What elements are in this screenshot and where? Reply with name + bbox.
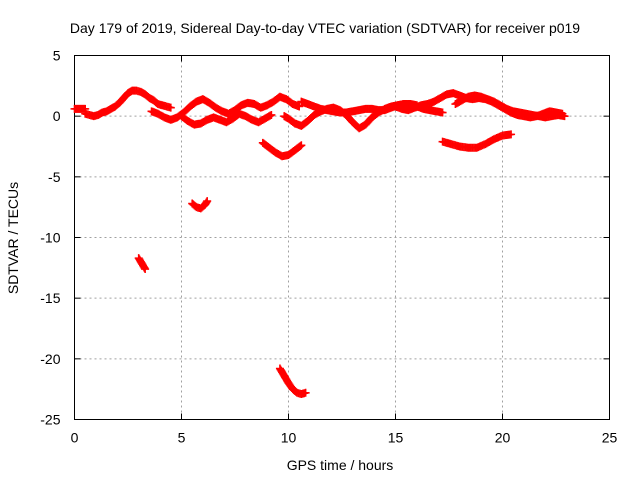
x-tick-label: 10 (281, 430, 297, 446)
series-arc-3 (147, 92, 304, 124)
y-tick-label: -15 (40, 290, 60, 306)
series-arc-8 (451, 91, 569, 122)
series-arc-2 (81, 86, 175, 121)
data-point (507, 130, 516, 139)
chart-title: Day 179 of 2019, Sidereal Day-to-day VTE… (70, 20, 580, 36)
data-point (438, 108, 447, 117)
data-point (296, 142, 305, 151)
x-tick-label: 0 (71, 430, 79, 446)
series-arc-12 (134, 254, 150, 274)
data-points (70, 86, 569, 399)
series-arc-11 (188, 197, 212, 213)
data-point (297, 141, 306, 150)
y-tick-label: -10 (40, 230, 60, 246)
x-tick-label: 25 (602, 430, 618, 446)
axis-ticks: 0 5 10 15 20 25 5 0 -5 -10 -15 -20 -25 (40, 48, 617, 446)
series-arc-10 (438, 130, 516, 152)
y-tick-label: -25 (40, 412, 60, 428)
y-tick-label: 5 (53, 48, 61, 64)
x-tick-label: 5 (178, 430, 186, 446)
series-arc-9 (258, 138, 306, 161)
y-tick-label: -5 (48, 169, 61, 185)
data-point (141, 265, 150, 274)
y-tick-label: -20 (40, 351, 60, 367)
x-tick-label: 15 (388, 430, 404, 446)
data-point (560, 112, 569, 121)
data-point (203, 197, 212, 206)
x-tick-label: 20 (495, 430, 511, 446)
series-arc-13 (275, 364, 310, 399)
series-arc-1 (70, 104, 90, 113)
data-point (267, 110, 276, 119)
y-tick-label: 0 (53, 108, 61, 124)
y-axis-title: SDTVAR / TECUs (5, 182, 21, 294)
data-point (301, 388, 310, 397)
series-arc-6 (297, 97, 421, 117)
data-point (295, 102, 304, 111)
data-point (166, 103, 175, 112)
x-axis-title: GPS time / hours (287, 457, 394, 473)
series-arc-4 (177, 109, 276, 129)
